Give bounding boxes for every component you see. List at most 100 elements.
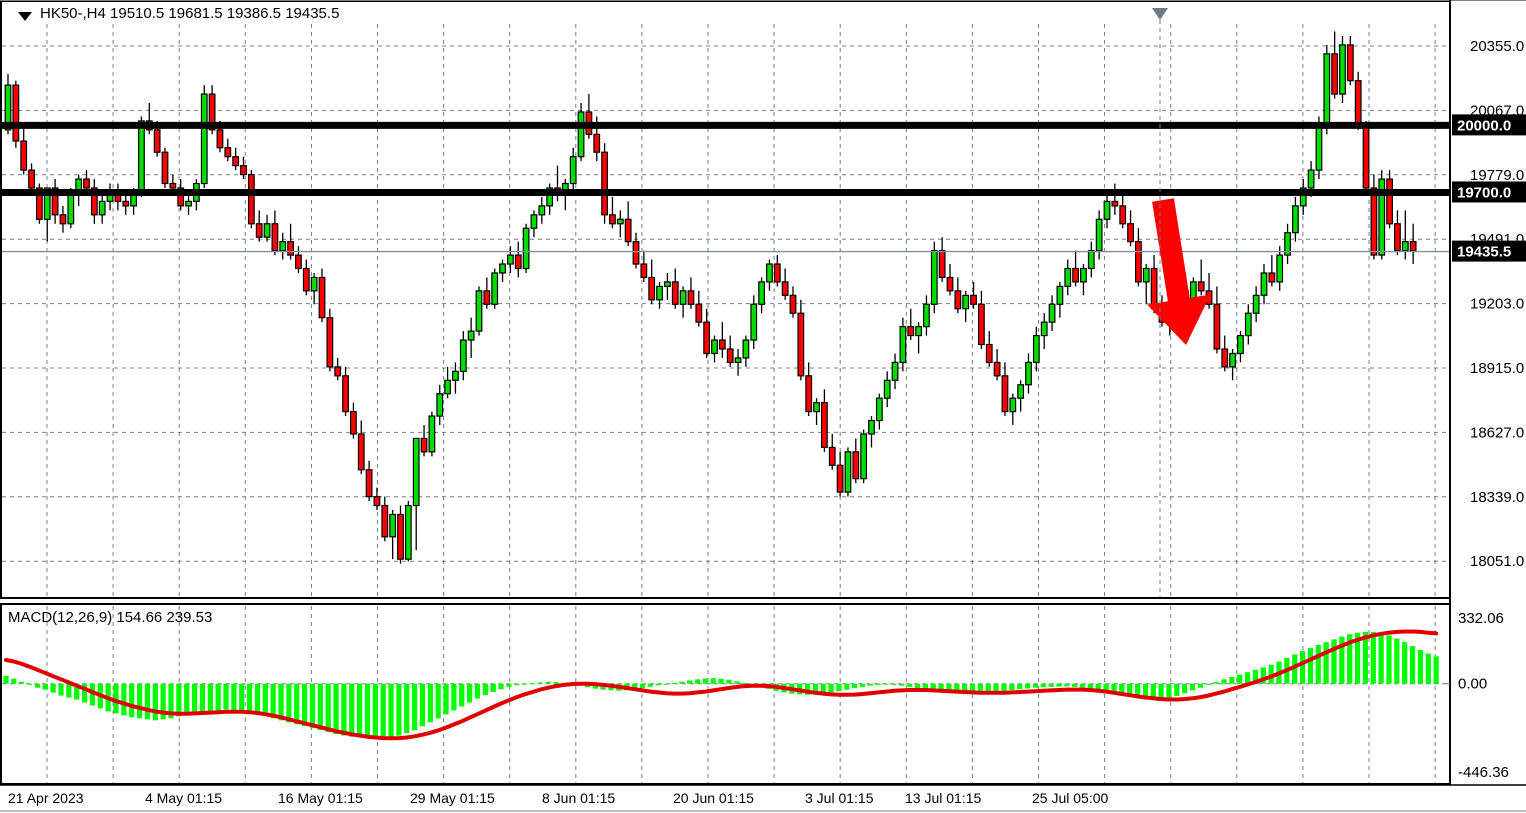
candle [718, 322, 726, 358]
candle [813, 398, 820, 426]
candle-body [695, 303, 703, 323]
candle [993, 348, 1001, 381]
price-axis: 20355.020067.019779.019491.019203.018915… [2, 38, 1524, 570]
candle-body [1237, 334, 1244, 355]
candle-body [326, 317, 334, 368]
candle [1197, 259, 1205, 296]
time-axis-tick-label: 29 May 01:15 [410, 790, 495, 806]
candle [977, 290, 985, 349]
candle [459, 331, 467, 381]
candle-body [279, 241, 287, 252]
macd-histogram-bar [459, 683, 465, 707]
candle [279, 232, 287, 260]
candle-body [758, 281, 765, 305]
candle-body [593, 133, 601, 153]
macd-histogram-bar [1127, 683, 1133, 698]
candle-body [59, 214, 67, 225]
candle-body [773, 263, 781, 283]
candle [83, 170, 90, 193]
candle-body [1134, 241, 1142, 283]
macd-histogram-bar [514, 683, 520, 686]
collapse-triangle-icon[interactable] [18, 12, 32, 21]
candle-body [820, 402, 828, 448]
candle-body [1001, 375, 1009, 413]
macd-histogram-bar [317, 683, 323, 731]
bearish-arrow-annotation[interactable] [1147, 198, 1211, 345]
macd-histogram-bar [1134, 683, 1141, 699]
candle-body [1284, 232, 1291, 256]
macd-axis-tick-label: 0.00 [1458, 676, 1487, 693]
macd-histogram-bar [451, 683, 457, 711]
candle-body [240, 165, 247, 176]
macd-histogram-bar [875, 683, 881, 685]
candle [1331, 31, 1339, 99]
candle-body [1095, 218, 1103, 252]
macd-histogram-bar [1237, 674, 1243, 684]
candle [302, 259, 310, 296]
candle [923, 295, 930, 336]
candle-body [1017, 384, 1025, 399]
candle-body [836, 464, 844, 493]
candle [1252, 286, 1260, 323]
macd-histogram-bar [286, 683, 292, 723]
macd-histogram-bar [1064, 683, 1070, 687]
macd-histogram-bar [1119, 683, 1125, 696]
time-axis-tick-label: 3 Jul 01:15 [805, 790, 874, 806]
macd-histogram-bar [985, 683, 991, 693]
candlestick-series[interactable] [4, 31, 1417, 564]
candle-body [483, 290, 491, 305]
candle [1244, 304, 1252, 345]
candle [726, 335, 734, 367]
macd-histogram [3, 631, 1439, 739]
candle-body [1315, 124, 1323, 171]
macd-indicator-panel[interactable]: 332.06 0.00 -446.36 MACD(12,26,9) 154.66 23… [2, 609, 1509, 781]
macd-histogram-bar [11, 678, 17, 684]
candle [1025, 353, 1032, 394]
candle-body [1150, 267, 1158, 310]
candle [12, 80, 20, 148]
candle [224, 138, 232, 162]
macd-histogram-bar [907, 683, 913, 687]
candle [1378, 170, 1386, 260]
macd-histogram-bar [136, 683, 143, 719]
candle-body [1064, 267, 1072, 287]
candle-body [671, 281, 679, 305]
horizontal-level-lines[interactable] [2, 121, 1450, 253]
candle [1017, 380, 1025, 412]
candle [310, 272, 318, 305]
macd-histogram-bar [522, 683, 528, 685]
macd-histogram-bar [66, 683, 72, 698]
candle-body [200, 93, 208, 185]
candle [436, 384, 444, 426]
candle-body [90, 187, 98, 216]
candle [28, 163, 35, 193]
candle [962, 290, 970, 323]
macd-histogram-bar [1189, 683, 1196, 691]
macd-histogram-bar [1111, 683, 1117, 694]
candle [734, 348, 742, 376]
candle [970, 281, 977, 309]
candle [467, 317, 475, 358]
candle-body [310, 276, 318, 292]
candle [773, 255, 781, 287]
candle-body [679, 290, 687, 305]
candle [1299, 179, 1307, 215]
macd-histogram-bar [1347, 634, 1353, 684]
candle [601, 143, 608, 224]
price-axis-tick-label: 18051.0 [1470, 553, 1524, 570]
candle-body [930, 250, 938, 305]
candle [695, 290, 703, 327]
macd-histogram-bar [844, 683, 850, 690]
macd-histogram-bar [1299, 651, 1306, 684]
macd-histogram-bar [1174, 683, 1180, 696]
candle-body [1197, 281, 1205, 292]
candle-body [499, 263, 506, 274]
candle-body [797, 312, 805, 377]
macd-histogram-bar [1362, 631, 1369, 684]
macd-indicator-label: MACD(12,26,9) 154.66 239.53 [8, 609, 212, 626]
candle [1048, 295, 1056, 332]
candle [373, 487, 381, 510]
arrow-shape[interactable] [1147, 198, 1211, 345]
macd-histogram-bar [168, 683, 174, 719]
